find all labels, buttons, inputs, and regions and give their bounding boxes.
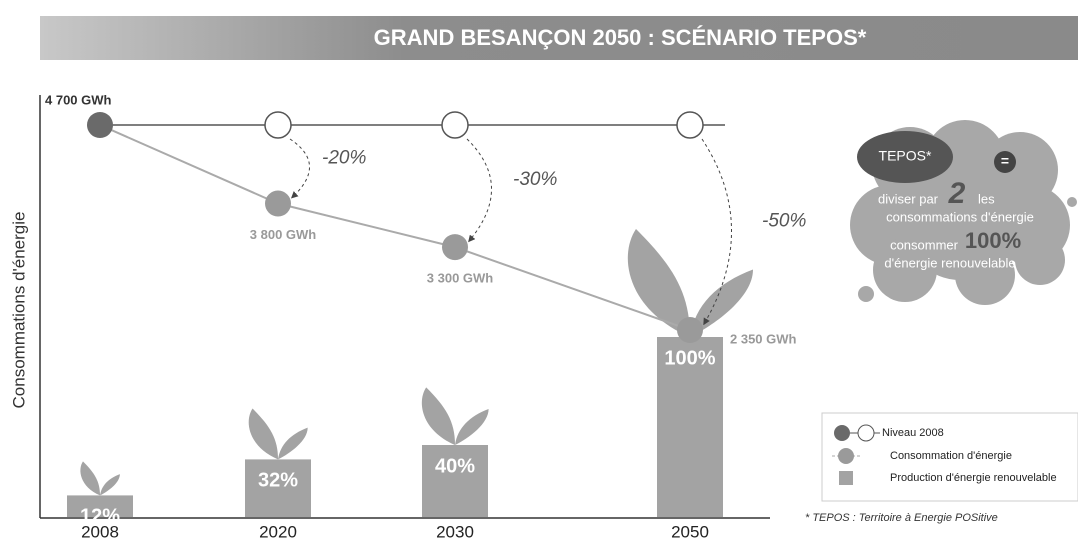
x-tick-label: 2020 — [259, 522, 297, 541]
legend-label: Production d'énergie renouvelable — [890, 472, 1057, 484]
tepos-badge: TEPOS* — [879, 148, 932, 164]
reduction-label: -50% — [762, 211, 806, 232]
level-marker — [265, 112, 291, 138]
reduction-arrow — [467, 139, 492, 241]
infographic: GRAND BESANÇON 2050 : SCÉNARIO TEPOS* Co… — [0, 0, 1078, 547]
legend-label: Consommation d'énergie — [890, 450, 1012, 462]
tepos-text: d'énergie renouvelable — [884, 255, 1015, 270]
legend-swatch — [858, 425, 874, 441]
tepos-equals: = — [1001, 153, 1009, 169]
consumption-label: 3 800 GWh — [250, 227, 317, 242]
bar-value-label: 100% — [664, 347, 715, 369]
consumption-line — [100, 125, 690, 330]
legend-swatch — [839, 471, 853, 485]
bar-value-label: 32% — [258, 470, 298, 492]
legend-label: Niveau 2008 — [882, 427, 944, 439]
tepos-text: diviser par — [878, 191, 939, 206]
tepos-big: 100% — [965, 228, 1021, 253]
tepos-big: 2 — [948, 177, 966, 210]
x-tick-label: 2030 — [436, 522, 474, 541]
reduction-label: -30% — [513, 169, 557, 190]
leaf-decoration — [422, 387, 455, 445]
leaf-decoration — [628, 229, 690, 337]
bar-value-label: 12% — [80, 506, 120, 528]
reduction-label: -20% — [322, 147, 366, 168]
consumption-label: 4 700 GWh — [45, 92, 112, 107]
x-tick-label: 2050 — [671, 522, 709, 541]
tepos-text: les — [978, 191, 995, 206]
tepos-text: consommations d'énergie — [886, 209, 1034, 224]
legend-swatch — [834, 425, 850, 441]
leaf-decoration — [80, 461, 100, 495]
consumption-point — [265, 191, 291, 217]
footnote: * TEPOS : Territoire à Energie POSitive — [805, 512, 998, 524]
consumption-label: 3 300 GWh — [427, 271, 494, 286]
consumption-point — [87, 112, 113, 138]
reduction-arrow — [290, 139, 310, 198]
title: GRAND BESANÇON 2050 : SCÉNARIO TEPOS* — [374, 25, 867, 50]
leaf-decoration — [249, 409, 278, 460]
leaf-decoration — [100, 474, 120, 495]
bar-value-label: 40% — [435, 455, 475, 477]
tepos-text: consommer — [890, 237, 959, 252]
consumption-point — [677, 317, 703, 343]
y-axis-label: Consommations d'énergie — [9, 212, 28, 409]
leaf-decoration — [278, 428, 308, 460]
level-marker — [677, 112, 703, 138]
level-marker — [442, 112, 468, 138]
leaf-decoration — [455, 409, 489, 445]
consumption-point — [442, 234, 468, 260]
consumption-label: 2 350 GWh — [730, 331, 797, 346]
legend-swatch — [838, 448, 854, 464]
